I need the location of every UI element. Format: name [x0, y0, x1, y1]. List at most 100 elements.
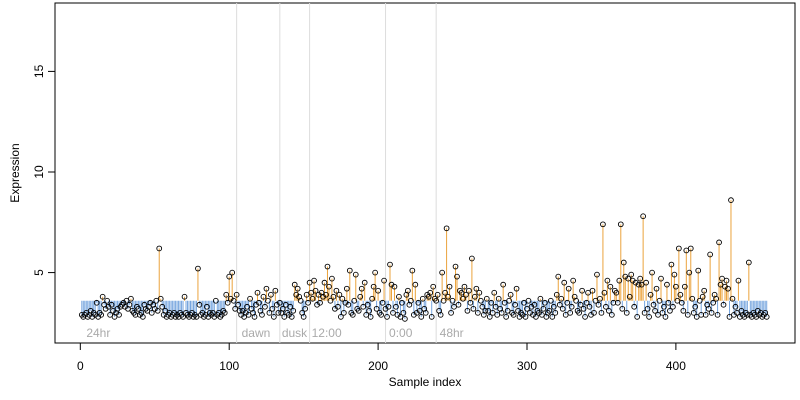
point [628, 271, 635, 278]
point [180, 313, 186, 320]
point [479, 303, 486, 310]
point [387, 261, 393, 268]
point [384, 313, 390, 320]
point [244, 303, 250, 310]
point [475, 309, 481, 316]
point [306, 279, 313, 286]
point [531, 301, 538, 308]
point [568, 303, 575, 310]
point [123, 297, 130, 304]
point [367, 313, 374, 320]
point [427, 289, 434, 296]
point [370, 283, 377, 290]
point [678, 299, 685, 306]
point [690, 309, 697, 316]
point [549, 313, 556, 320]
point [360, 303, 367, 310]
point [351, 297, 358, 304]
point [126, 301, 133, 308]
point [326, 283, 332, 290]
point [341, 309, 347, 316]
annotation: dawn [242, 326, 271, 340]
point [649, 269, 655, 276]
point [626, 293, 633, 300]
point [601, 289, 608, 296]
point [473, 285, 480, 292]
point [364, 301, 371, 308]
point [361, 279, 368, 286]
point [734, 309, 740, 316]
point [613, 289, 620, 296]
point [714, 311, 721, 318]
point [467, 299, 474, 306]
point [676, 245, 682, 252]
point [116, 311, 122, 318]
point [540, 305, 547, 312]
point [390, 309, 396, 316]
point [422, 309, 429, 316]
point [582, 313, 588, 320]
point [542, 299, 548, 306]
point [323, 291, 329, 298]
point [561, 279, 568, 286]
point [579, 287, 585, 294]
annotation: 24hr [86, 326, 110, 340]
point [504, 307, 511, 314]
point [349, 311, 356, 318]
point [650, 301, 657, 308]
point [442, 289, 448, 296]
point [567, 309, 574, 316]
point [311, 277, 317, 284]
point [577, 301, 584, 308]
point [744, 311, 751, 318]
point [707, 251, 713, 258]
point [107, 311, 113, 318]
point [692, 303, 699, 310]
point [157, 295, 164, 302]
point [455, 301, 462, 308]
point [570, 277, 576, 284]
point [728, 197, 734, 204]
point [617, 221, 624, 228]
point [486, 313, 493, 320]
point [139, 313, 146, 320]
point [641, 309, 648, 316]
point [720, 301, 727, 308]
point [99, 293, 106, 300]
point [732, 303, 739, 310]
x-tick-label: 300 [517, 359, 537, 373]
point [521, 299, 527, 306]
point [93, 299, 100, 306]
point [415, 299, 422, 306]
point [623, 309, 630, 316]
point [614, 299, 621, 306]
point [416, 307, 423, 314]
point [224, 299, 231, 306]
point [405, 287, 411, 294]
x-axis-title: Sample index [389, 375, 462, 389]
point [558, 295, 565, 302]
point [719, 275, 725, 282]
point [646, 313, 652, 320]
point [235, 301, 241, 308]
point [655, 311, 661, 318]
point [437, 311, 444, 318]
point [640, 213, 646, 220]
point [485, 307, 492, 314]
point [402, 316, 408, 322]
point [556, 301, 563, 308]
annotation: dusk [282, 326, 308, 340]
point [372, 269, 378, 276]
point [537, 295, 544, 302]
point [659, 309, 666, 316]
point [500, 281, 507, 288]
point [716, 239, 722, 246]
point [507, 291, 514, 298]
point [559, 305, 566, 312]
point [673, 283, 679, 290]
point [324, 263, 331, 270]
point [162, 307, 169, 314]
point [562, 311, 569, 318]
point [439, 269, 445, 276]
point [393, 303, 399, 310]
